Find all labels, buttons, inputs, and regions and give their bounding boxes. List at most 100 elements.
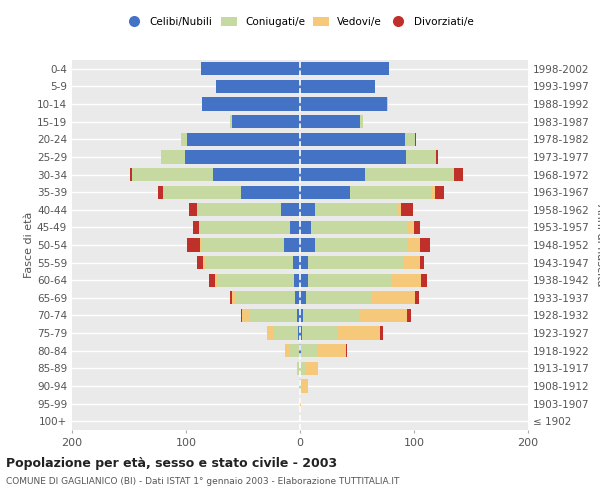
Bar: [453, 168, 454, 181]
Bar: [308, 274, 392, 287]
Text: Popolazione per età, sesso e stato civile - 2003: Popolazione per età, sesso e stato civil…: [6, 458, 337, 470]
Bar: [407, 221, 414, 234]
Bar: [300, 221, 311, 234]
Bar: [300, 203, 315, 216]
Bar: [215, 274, 218, 287]
Bar: [293, 256, 300, 269]
Bar: [300, 80, 375, 93]
Bar: [392, 274, 421, 287]
Bar: [130, 168, 133, 181]
Bar: [214, 168, 300, 181]
Bar: [272, 326, 298, 340]
Bar: [401, 203, 413, 216]
Bar: [434, 186, 443, 198]
Bar: [242, 309, 249, 322]
Bar: [315, 238, 409, 252]
Bar: [300, 238, 315, 252]
Bar: [300, 274, 308, 287]
Bar: [300, 168, 365, 181]
Bar: [300, 132, 405, 146]
Bar: [300, 186, 350, 198]
Bar: [185, 150, 300, 164]
Bar: [295, 274, 300, 287]
Bar: [193, 221, 199, 234]
Bar: [163, 186, 241, 198]
Bar: [414, 221, 420, 234]
Bar: [209, 274, 215, 287]
Bar: [232, 291, 236, 304]
Bar: [420, 256, 424, 269]
Bar: [203, 256, 205, 269]
Bar: [230, 291, 232, 304]
Bar: [267, 326, 272, 340]
Bar: [187, 132, 300, 146]
Bar: [405, 132, 415, 146]
Bar: [249, 309, 296, 322]
Bar: [380, 326, 383, 340]
Bar: [372, 291, 415, 304]
Bar: [386, 98, 388, 110]
Bar: [454, 168, 463, 181]
Bar: [161, 150, 185, 164]
Bar: [187, 238, 200, 252]
Bar: [298, 362, 300, 375]
Bar: [434, 150, 436, 164]
Bar: [436, 150, 438, 164]
Bar: [302, 326, 338, 340]
Bar: [298, 326, 300, 340]
Bar: [190, 203, 197, 216]
Bar: [295, 291, 300, 304]
Bar: [306, 291, 372, 304]
Bar: [432, 186, 434, 198]
Bar: [300, 397, 301, 410]
Bar: [181, 132, 187, 146]
Bar: [317, 344, 346, 358]
Bar: [218, 274, 295, 287]
Bar: [296, 362, 298, 375]
Bar: [241, 186, 300, 198]
Bar: [200, 221, 290, 234]
Bar: [197, 256, 203, 269]
Bar: [346, 344, 347, 358]
Bar: [300, 150, 406, 164]
Bar: [361, 115, 362, 128]
Bar: [300, 362, 306, 375]
Bar: [350, 186, 432, 198]
Bar: [359, 309, 407, 322]
Bar: [308, 256, 403, 269]
Bar: [304, 309, 359, 322]
Bar: [289, 344, 299, 358]
Bar: [299, 380, 300, 392]
Bar: [415, 132, 416, 146]
Bar: [409, 238, 420, 252]
Bar: [241, 309, 242, 322]
Legend: Celibi/Nubili, Coniugati/e, Vedovi/e, Divorziati/e: Celibi/Nubili, Coniugati/e, Vedovi/e, Di…: [126, 17, 474, 28]
Bar: [205, 256, 293, 269]
Bar: [306, 362, 318, 375]
Bar: [300, 62, 389, 76]
Bar: [199, 221, 200, 234]
Y-axis label: Anni di nascita: Anni di nascita: [595, 204, 600, 286]
Bar: [300, 98, 386, 110]
Bar: [415, 291, 419, 304]
Bar: [197, 203, 281, 216]
Bar: [311, 221, 407, 234]
Bar: [200, 238, 201, 252]
Bar: [202, 98, 300, 110]
Bar: [300, 115, 361, 128]
Bar: [421, 274, 427, 287]
Bar: [285, 344, 289, 358]
Bar: [315, 203, 397, 216]
Bar: [236, 291, 295, 304]
Bar: [296, 309, 300, 322]
Bar: [302, 380, 308, 392]
Bar: [365, 168, 453, 181]
Bar: [300, 326, 302, 340]
Bar: [232, 115, 300, 128]
Bar: [299, 344, 300, 358]
Bar: [157, 186, 163, 198]
Bar: [407, 309, 410, 322]
Bar: [230, 115, 232, 128]
Bar: [281, 203, 300, 216]
Bar: [133, 168, 214, 181]
